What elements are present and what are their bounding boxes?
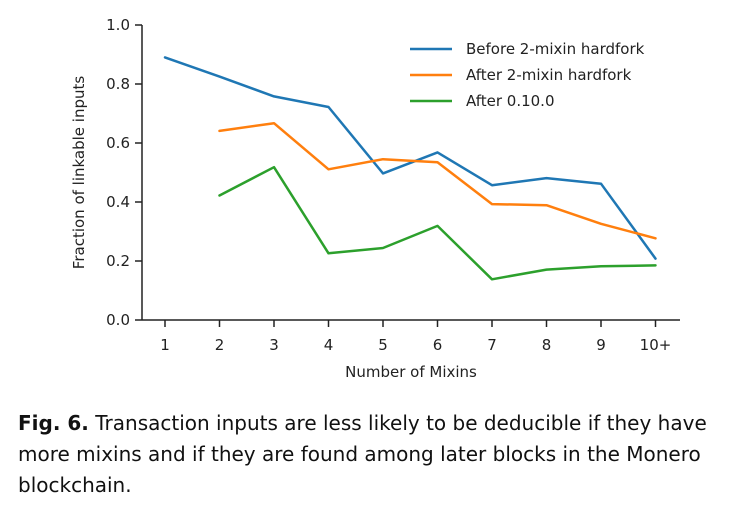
figure-caption: Fig. 6. Transaction inputs are less like… [18, 408, 748, 501]
y-tick-label: 0.2 [106, 252, 130, 270]
x-tick-label: 3 [269, 336, 279, 354]
y-tick-label: 0.4 [106, 193, 130, 211]
y-tick-label: 0.0 [106, 311, 130, 329]
x-tick-label: 8 [542, 336, 552, 354]
x-tick-label: 6 [433, 336, 443, 354]
x-tick-label: 7 [487, 336, 497, 354]
y-tick-label: 0.8 [106, 75, 130, 93]
series-line-2 [218, 121, 657, 240]
x-tick-label: 2 [215, 336, 225, 354]
legend-label-1: Before 2-mixin hardfork [466, 40, 645, 58]
series-line-3 [218, 165, 657, 281]
caption-text: Transaction inputs are less likely to be… [18, 411, 707, 497]
x-tick-label: 5 [378, 336, 388, 354]
x-tick-label: 1 [160, 336, 170, 354]
y-axis-title: Fraction of linkable inputs [70, 76, 88, 270]
series-line-1 [163, 56, 657, 260]
x-axis-title: Number of Mixins [345, 363, 477, 381]
line-chart: 0.0 0.2 0.4 0.6 0.8 1.0 1 2 3 4 5 6 7 8 9 10+ Number of … [70, 16, 680, 381]
y-tick-label: 1.0 [106, 16, 130, 34]
x-tick-label: 9 [596, 336, 606, 354]
y-tick-label: 0.6 [106, 134, 130, 152]
legend-label-3: After 0.10.0 [466, 92, 555, 110]
x-tick-label: 4 [324, 336, 334, 354]
x-tick-label: 10+ [640, 336, 672, 354]
figure-label: Fig. 6. [18, 411, 89, 435]
legend-label-2: After 2-mixin hardfork [466, 66, 632, 84]
